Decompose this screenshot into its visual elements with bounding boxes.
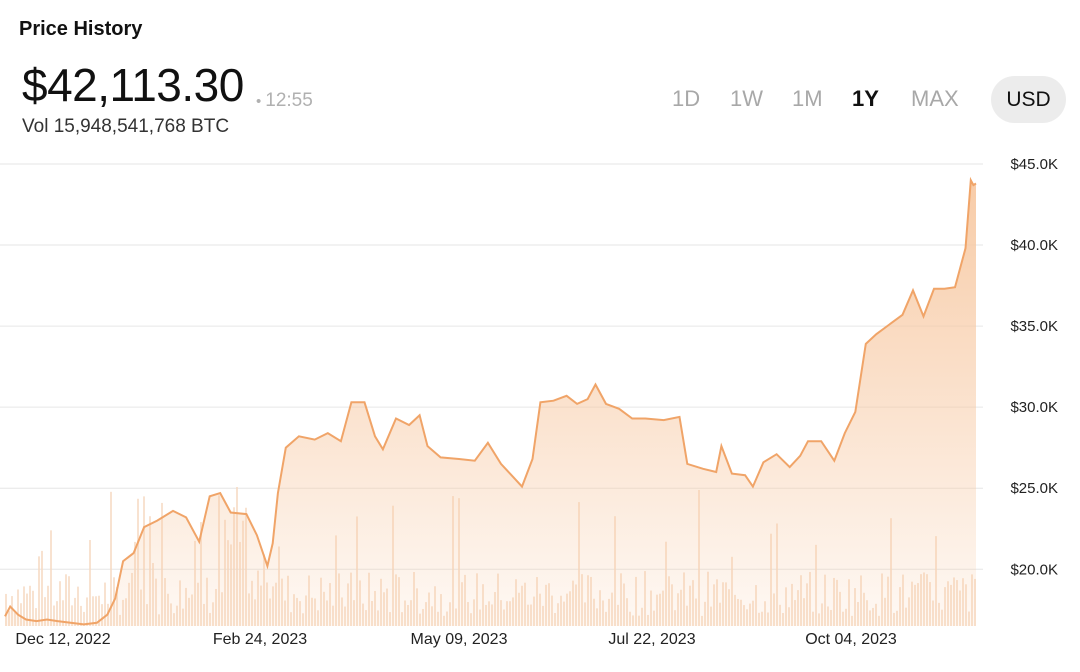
volume-bar — [41, 550, 43, 626]
volume-bar — [95, 596, 97, 626]
volume-bar — [62, 600, 64, 626]
price-area — [5, 180, 976, 626]
x-tick-label: Jul 22, 2023 — [608, 631, 695, 648]
y-tick-label: $25.0K — [1010, 480, 1058, 497]
time-range-selector: 1D 1W 1M 1Y MAX — [0, 86, 1080, 116]
volume-bar — [47, 585, 49, 626]
volume-bar — [26, 593, 28, 626]
y-tick-label: $20.0K — [1010, 561, 1058, 578]
x-axis-labels: Dec 12, 2022 Feb 24, 2023 May 09, 2023 Jul … — [15, 631, 897, 648]
currency-selector-button[interactable]: USD — [991, 76, 1066, 123]
price-timestamp: • 12:55 — [256, 90, 313, 112]
volume-bar — [92, 596, 94, 626]
volume-bar — [110, 491, 112, 626]
volume-bar — [77, 586, 79, 626]
price-line — [4, 176, 977, 626]
volume-bar — [86, 597, 88, 626]
y-tick-label: $45.0K — [1010, 156, 1058, 173]
volume-bar — [38, 556, 40, 626]
volume-bar — [23, 586, 25, 626]
timestamp-text: 12:55 — [265, 90, 313, 111]
volume-bar — [35, 608, 37, 626]
y-axis-labels: $20.0K $25.0K $30.0K $35.0K $40.0K $45.0K — [1010, 156, 1058, 578]
y-tick-label: $35.0K — [1010, 318, 1058, 335]
x-tick-label: Dec 12, 2022 — [15, 631, 110, 648]
volume-bar — [20, 603, 22, 626]
volume-bar — [50, 530, 52, 626]
volume-bar — [98, 595, 100, 626]
x-tick-label: May 09, 2023 — [411, 631, 508, 648]
x-tick-label: Feb 24, 2023 — [213, 631, 307, 648]
x-tick-label: Oct 04, 2023 — [805, 631, 897, 648]
range-1d-button[interactable]: 1D — [672, 86, 701, 111]
volume-bar — [89, 540, 91, 626]
volume-bar — [104, 582, 106, 626]
range-1w-button[interactable]: 1W — [730, 86, 763, 111]
volume-bar — [29, 585, 31, 626]
volume-bar — [74, 597, 76, 626]
volume-bar — [83, 611, 85, 626]
volume-bar — [65, 574, 67, 626]
volume-bar — [59, 581, 61, 626]
volume-bar — [17, 589, 19, 626]
volume-bar — [68, 576, 70, 626]
volume-bar — [80, 605, 82, 626]
y-tick-label: $40.0K — [1010, 237, 1058, 254]
volume-bar — [32, 590, 34, 626]
volume-label: Vol 15,948,541,768 BTC — [22, 116, 230, 137]
separator-dot: • — [256, 93, 262, 110]
range-1y-button[interactable]: 1Y — [852, 86, 879, 111]
volume-bar — [71, 605, 73, 626]
range-max-button[interactable]: MAX — [911, 86, 959, 111]
volume-bar — [101, 604, 103, 626]
range-1m-button[interactable]: 1M — [792, 86, 823, 111]
volume-bar — [56, 601, 58, 626]
volume-bar — [5, 593, 7, 626]
volume-bar — [53, 605, 55, 626]
page-title: Price History — [19, 18, 143, 40]
current-price: $42,113.30 — [22, 59, 244, 111]
volume-bar — [44, 597, 46, 626]
y-tick-label: $30.0K — [1010, 399, 1058, 416]
